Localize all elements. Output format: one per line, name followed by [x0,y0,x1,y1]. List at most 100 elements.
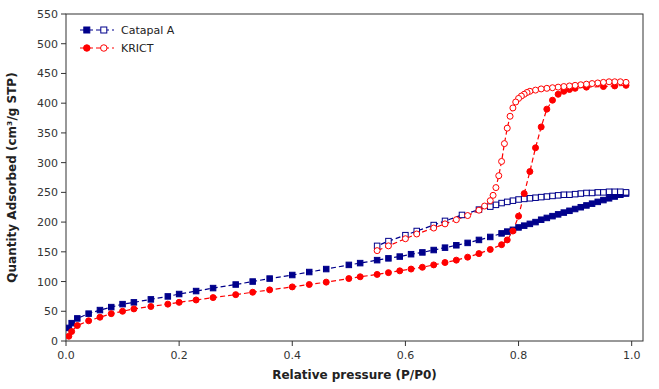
data-point [572,191,578,197]
data-point [323,279,329,285]
data-point [601,197,607,203]
data-point [233,292,239,298]
data-point [454,243,460,249]
data-point [476,207,482,213]
data-point [504,237,510,243]
data-point [465,254,471,260]
data-point [595,80,601,86]
data-point [476,251,482,257]
series-line [69,194,626,328]
data-point [600,79,606,85]
data-point [74,323,80,329]
data-point [510,105,516,111]
data-point [465,240,471,246]
data-point [516,213,522,219]
y-tick [61,281,66,282]
data-point [210,295,216,301]
series-markers [66,82,629,339]
data-point [453,217,459,223]
data-point [374,271,380,277]
data-point [555,84,561,90]
data-point [533,87,539,93]
chart: 0.00.20.40.60.81.00501001502002503003504… [0,0,659,389]
data-point [120,308,126,314]
data-point [623,190,629,196]
y-tick-label: 100 [37,276,58,289]
data-point [567,192,573,198]
data-point [521,223,527,229]
data-point [306,282,312,288]
data-point [589,201,595,207]
x-tick-label: 1.0 [623,349,641,362]
data-point [267,287,273,293]
data-point [501,141,507,147]
data-point [453,257,459,263]
y-tick-label: 350 [37,127,58,140]
y-tick [61,162,66,163]
data-point [561,84,567,90]
plot-frame [66,14,643,341]
data-point [165,301,171,307]
data-point [538,124,544,130]
y-tick-label: 550 [37,8,58,21]
x-tick-label: 0.0 [57,349,75,362]
data-point [566,83,572,89]
data-point [431,225,437,231]
series-markers [374,79,629,254]
data-point [533,195,539,201]
data-point [583,81,589,87]
legend-item: Catapal A [80,24,175,37]
data-point [521,191,527,197]
data-point [544,215,550,221]
data-point [584,203,590,209]
legend-symbol [101,27,107,33]
data-point [165,294,171,300]
data-point [97,307,103,313]
data-point [572,206,578,212]
data-point [131,306,137,312]
legend-symbol [101,45,108,52]
data-point [555,91,561,97]
data-point [589,81,595,87]
data-point [606,196,612,202]
data-point [488,204,494,210]
legend-symbol [84,27,90,33]
data-point [176,291,182,297]
legend-label: KRICT [121,42,154,55]
y-tick-label: 300 [37,157,58,170]
data-point [86,318,92,324]
data-point [567,208,573,214]
data-point [507,113,513,119]
data-point [549,97,555,103]
data-point [555,193,561,199]
y-tick-label: 50 [44,305,58,318]
data-point [538,217,544,223]
data-point [595,190,601,196]
data-point [549,85,555,91]
data-point [493,202,499,208]
legend: Catapal A KRICT [80,24,175,55]
data-point [120,301,126,307]
data-point [148,297,154,303]
data-point [289,284,295,290]
y-tick [61,132,66,133]
data-point [419,264,425,270]
data-point [606,79,612,85]
data-point [374,257,380,263]
data-point [267,276,273,282]
x-tick-label: 0.6 [397,349,415,362]
data-point [233,282,239,288]
data-point [482,203,488,209]
y-axis-label: Quantity Adsorbed (cm³/g STP) [5,72,19,282]
data-point [176,299,182,305]
data-point [544,85,550,91]
data-point [499,200,505,206]
data-point [527,169,533,175]
data-point [513,99,519,105]
y-tick [61,14,66,15]
data-point [109,304,115,310]
data-point [148,304,154,310]
data-point [397,268,403,274]
data-point [504,229,510,235]
data-point [617,79,623,85]
